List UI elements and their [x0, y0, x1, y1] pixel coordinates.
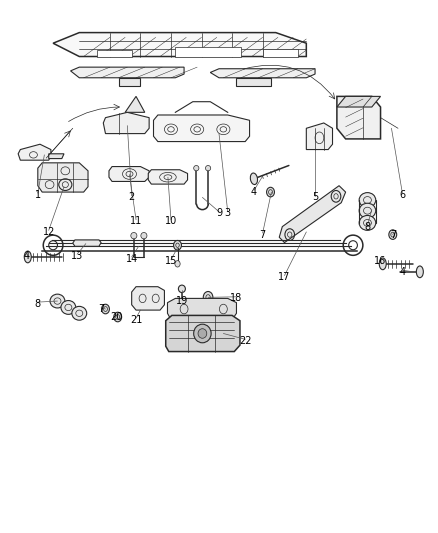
Ellipse shape — [72, 306, 87, 320]
Polygon shape — [18, 144, 51, 160]
Polygon shape — [306, 123, 332, 150]
Polygon shape — [53, 33, 306, 56]
Text: 8: 8 — [364, 222, 371, 232]
Ellipse shape — [102, 304, 110, 314]
Ellipse shape — [175, 261, 180, 267]
Ellipse shape — [267, 187, 275, 197]
Polygon shape — [49, 154, 64, 159]
Polygon shape — [38, 163, 88, 192]
Text: 3: 3 — [225, 208, 231, 219]
Text: 4: 4 — [399, 267, 406, 277]
Polygon shape — [103, 112, 149, 134]
Text: 4: 4 — [251, 187, 257, 197]
Ellipse shape — [194, 324, 211, 343]
Polygon shape — [109, 166, 149, 181]
Text: 11: 11 — [130, 216, 142, 227]
Text: 18: 18 — [230, 293, 243, 303]
Text: 7: 7 — [98, 304, 104, 314]
Polygon shape — [71, 67, 184, 78]
Ellipse shape — [141, 232, 147, 239]
Polygon shape — [119, 78, 141, 86]
Text: 7: 7 — [391, 230, 397, 240]
Text: 2: 2 — [128, 192, 135, 203]
Text: 22: 22 — [239, 336, 251, 346]
Ellipse shape — [359, 192, 376, 207]
Text: 5: 5 — [312, 192, 318, 203]
Polygon shape — [337, 96, 381, 107]
Polygon shape — [210, 69, 315, 78]
Polygon shape — [337, 96, 381, 139]
Text: 12: 12 — [42, 227, 55, 237]
Text: 21: 21 — [130, 314, 142, 325]
Polygon shape — [97, 50, 132, 56]
Ellipse shape — [131, 232, 137, 239]
Ellipse shape — [198, 329, 207, 338]
Text: 17: 17 — [278, 272, 291, 282]
Ellipse shape — [203, 292, 213, 303]
Text: 13: 13 — [71, 251, 83, 261]
Ellipse shape — [50, 294, 65, 308]
Text: 20: 20 — [110, 312, 123, 322]
Polygon shape — [125, 96, 145, 112]
Ellipse shape — [61, 301, 76, 314]
Ellipse shape — [359, 203, 376, 218]
Polygon shape — [167, 298, 237, 320]
Polygon shape — [148, 169, 187, 184]
Text: 14: 14 — [126, 254, 138, 263]
Polygon shape — [263, 49, 297, 56]
Text: 4: 4 — [24, 251, 30, 261]
Text: 15: 15 — [165, 256, 177, 266]
Ellipse shape — [205, 165, 211, 171]
Ellipse shape — [173, 240, 181, 250]
Ellipse shape — [389, 230, 397, 239]
Text: 8: 8 — [35, 298, 41, 309]
Polygon shape — [166, 316, 240, 352]
Ellipse shape — [251, 173, 258, 184]
Text: 9: 9 — [216, 208, 222, 219]
Text: 16: 16 — [374, 256, 387, 266]
Polygon shape — [237, 78, 272, 86]
Ellipse shape — [359, 215, 376, 230]
Ellipse shape — [417, 266, 424, 278]
Text: 6: 6 — [399, 190, 406, 200]
Polygon shape — [279, 185, 346, 243]
Ellipse shape — [114, 312, 122, 322]
Ellipse shape — [178, 285, 185, 293]
Ellipse shape — [379, 258, 386, 270]
Ellipse shape — [179, 306, 184, 312]
Ellipse shape — [194, 165, 199, 171]
Polygon shape — [153, 115, 250, 142]
Text: 10: 10 — [165, 216, 177, 227]
Text: 1: 1 — [35, 190, 41, 200]
Polygon shape — [175, 47, 241, 56]
Text: 19: 19 — [176, 296, 188, 306]
Ellipse shape — [24, 251, 31, 263]
Text: 7: 7 — [260, 230, 266, 240]
Polygon shape — [73, 240, 101, 246]
Polygon shape — [132, 287, 164, 310]
